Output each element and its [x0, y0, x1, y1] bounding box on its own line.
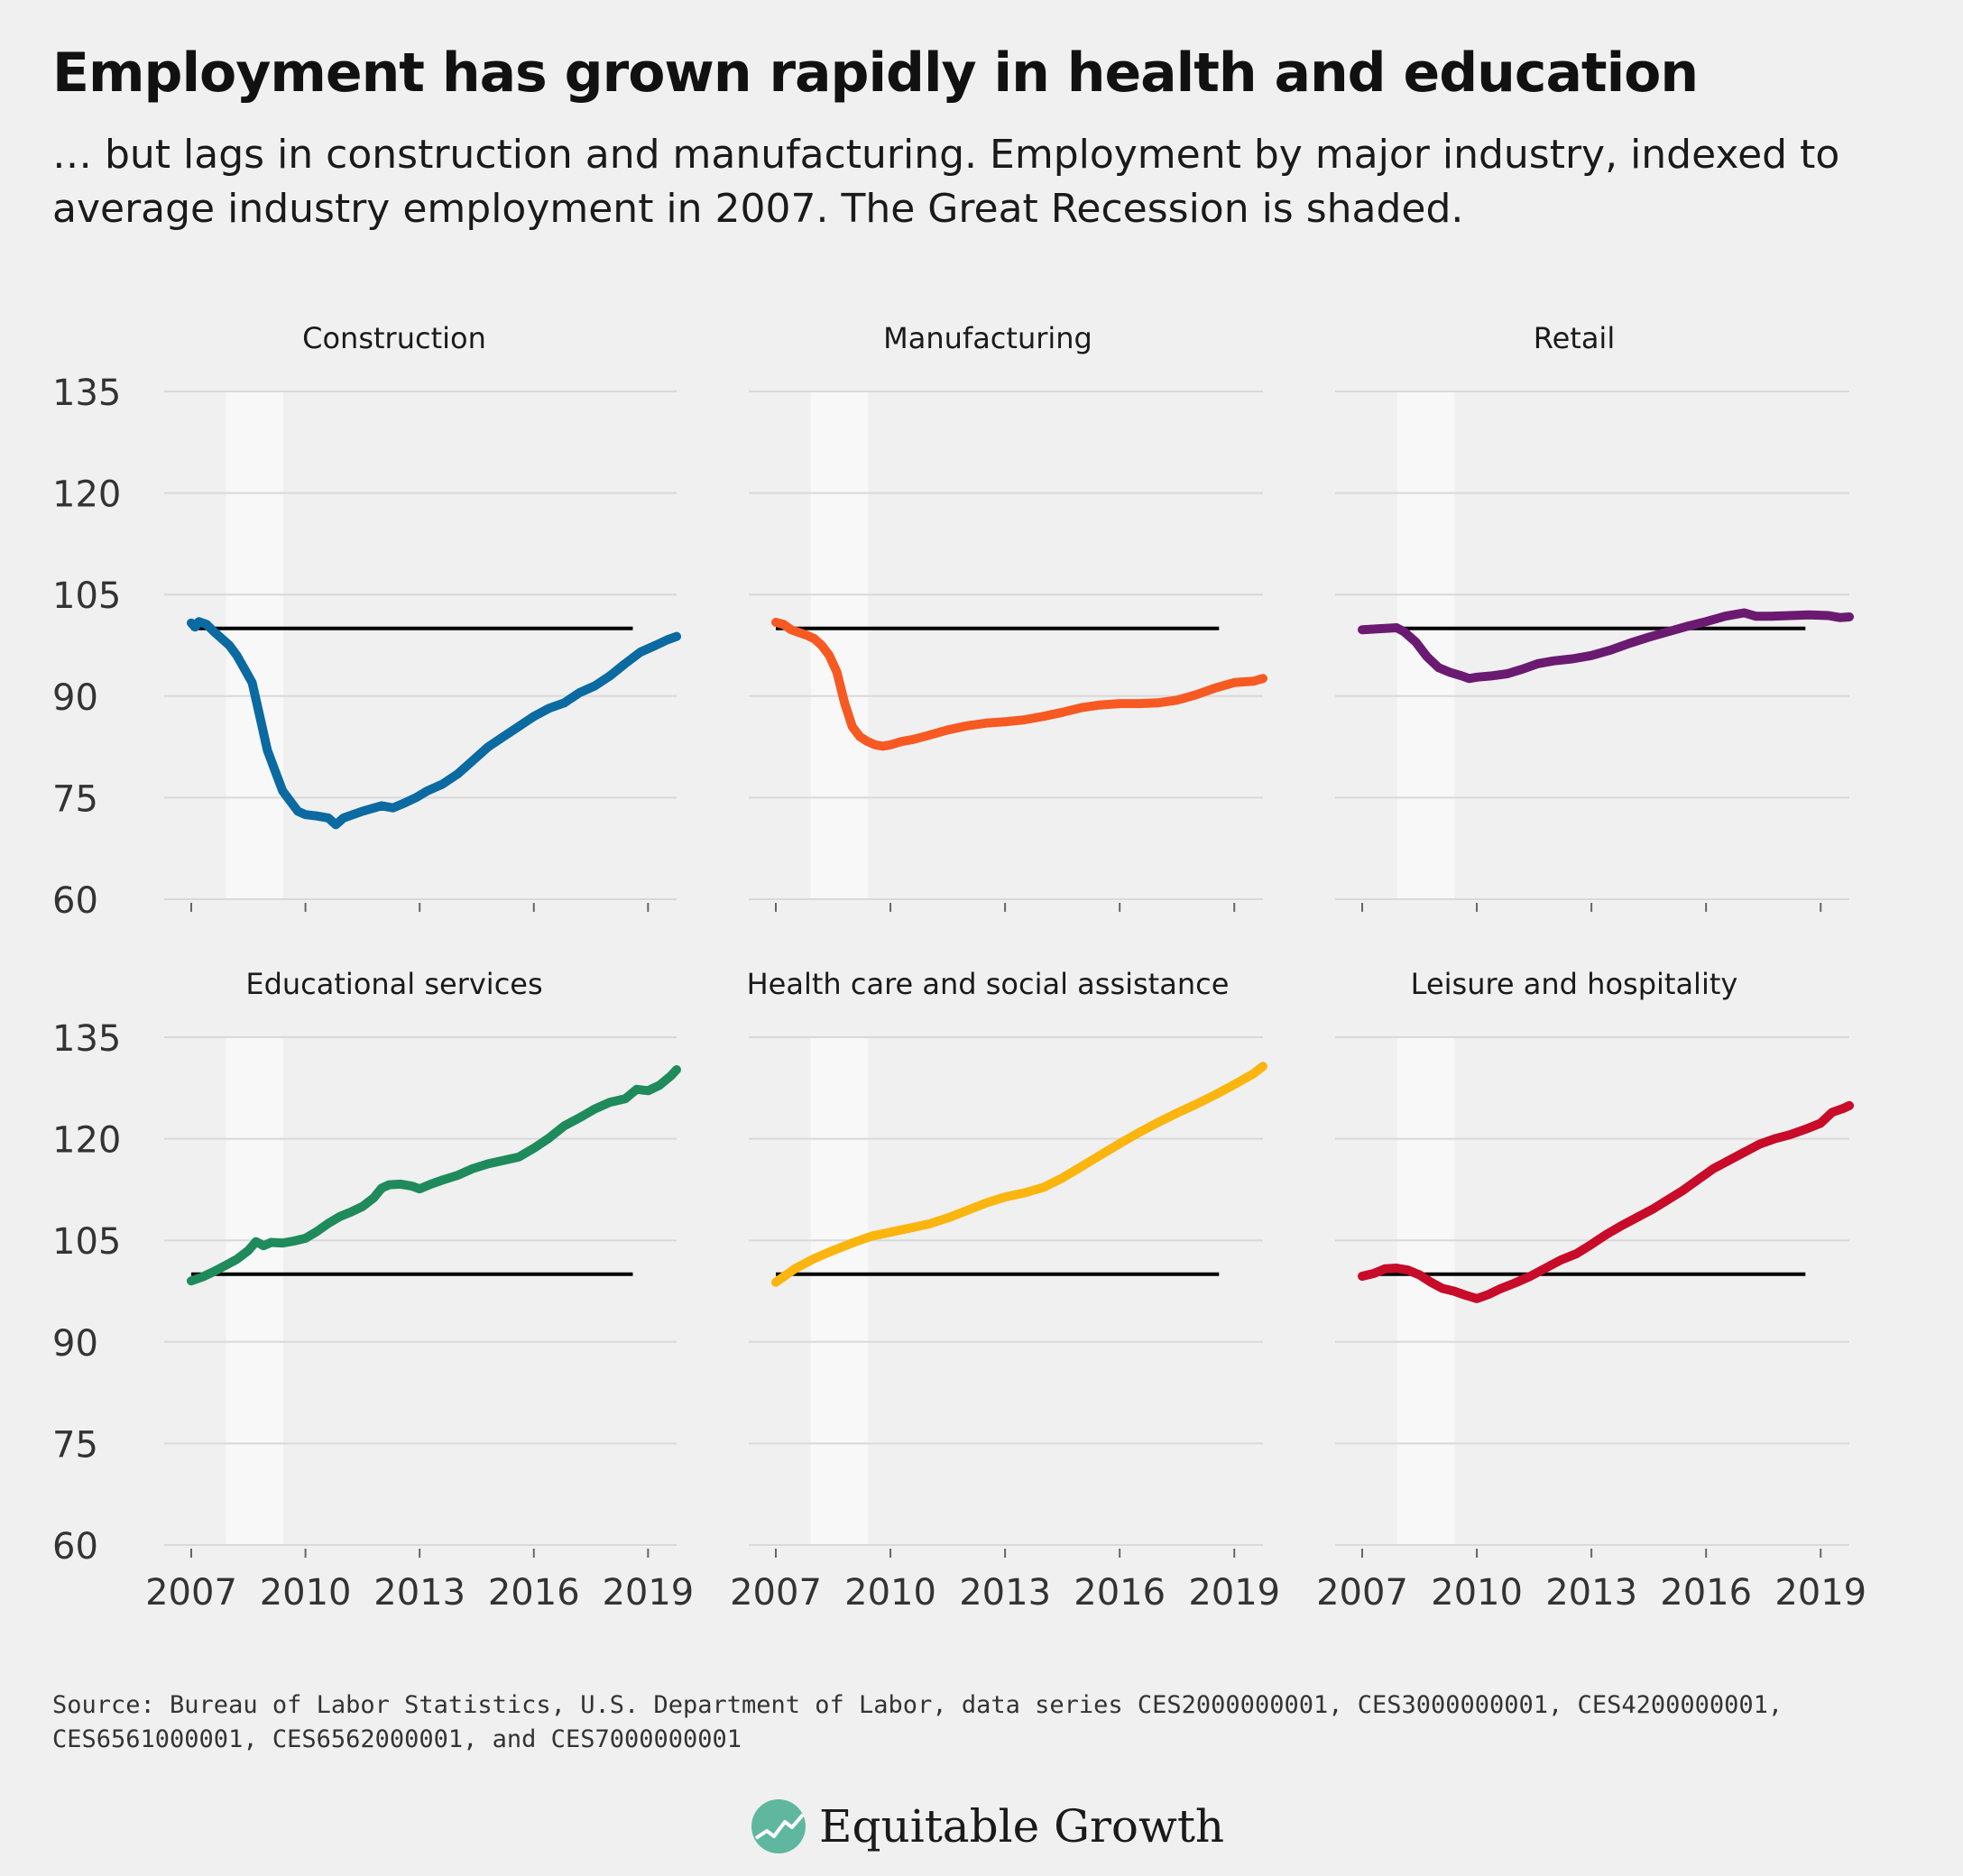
y-tick-label: 75: [52, 778, 98, 820]
x-tick-label: 2013: [1545, 1572, 1637, 1614]
x-tick-label: 2013: [373, 1572, 465, 1614]
series-line-health-care-and-social-assistance: [771, 1062, 1267, 1287]
panel-title: Construction: [302, 321, 486, 355]
y-tick-label: 120: [52, 1120, 121, 1162]
x-tick-label: 2016: [1660, 1572, 1752, 1614]
chart-subtitle: … but lags in construction and manufactu…: [52, 132, 1840, 232]
x-tick-label: 2010: [260, 1572, 352, 1614]
y-tick-label: 105: [52, 1221, 121, 1263]
x-tick-label: 2019: [1774, 1572, 1866, 1614]
x-tick-label: 2007: [1316, 1572, 1408, 1614]
series-line-leisure-and-hospitality: [1358, 1100, 1854, 1303]
logo-mark-icon: [751, 1799, 806, 1853]
y-tick-label: 75: [52, 1424, 98, 1466]
panel-title: Health care and social assistance: [747, 967, 1230, 1001]
series-line-retail: [1358, 608, 1854, 684]
x-tick-label: 2013: [959, 1572, 1051, 1614]
series-line-construction: [187, 617, 681, 830]
panel-title: Leisure and hospitality: [1411, 967, 1738, 1001]
x-tick-label: 2019: [1188, 1572, 1280, 1614]
series-line-manufacturing: [771, 618, 1267, 751]
recession-shade: [810, 1037, 869, 1545]
chart-title: Employment has grown rapidly in health a…: [52, 41, 1699, 105]
x-tick-label: 2007: [145, 1572, 237, 1614]
y-tick-label: 90: [52, 677, 98, 719]
recession-shade: [1396, 391, 1455, 899]
panel-educational-services: Educational services 60 75 90 105 120 135 2007 2…: [52, 967, 694, 1614]
recession-shade: [226, 391, 283, 899]
y-tick-label: 105: [52, 575, 121, 617]
x-tick-label: 2016: [1074, 1572, 1166, 1614]
y-tick-label: 135: [52, 372, 121, 414]
series-line-educational-services: [187, 1065, 681, 1286]
panel-retail: Retail: [1335, 321, 1854, 912]
x-tick-label: 2010: [844, 1572, 936, 1614]
small-multiples-chart: Construction 60 75 90 105 120 135 Manufacturing…: [52, 321, 1866, 1614]
equitable-growth-logo: Equitable Growth: [751, 1793, 1224, 1860]
y-tick-label: 90: [52, 1323, 98, 1365]
source-note: Source: Bureau of Labor Statistics, U.S.…: [52, 1691, 1783, 1753]
y-tick-label: 60: [52, 1526, 98, 1568]
panel-title: Educational services: [245, 967, 542, 1001]
x-tick-label: 2016: [488, 1572, 580, 1614]
y-tick-label: 120: [52, 474, 121, 516]
y-tick-label: 135: [52, 1018, 121, 1060]
panel-title: Manufacturing: [883, 321, 1092, 355]
panel-title: Retail: [1534, 321, 1615, 355]
x-tick-label: 2007: [730, 1572, 822, 1614]
panel-health-care-and-social-assistance: Health care and social assistance 2007 201…: [730, 967, 1280, 1614]
panel-construction: Construction 60 75 90 105 120 135: [52, 321, 681, 922]
panel-manufacturing: Manufacturing: [749, 321, 1267, 912]
recession-shade: [226, 1037, 283, 1545]
x-tick-label: 2010: [1431, 1572, 1523, 1614]
y-tick-label: 60: [52, 880, 98, 922]
x-tick-label: 2019: [602, 1572, 694, 1614]
panel-leisure-and-hospitality: Leisure and hospitality 2007 2010 2013 2016 2…: [1316, 967, 1866, 1614]
logo-text: Equitable Growth: [819, 1800, 1225, 1853]
